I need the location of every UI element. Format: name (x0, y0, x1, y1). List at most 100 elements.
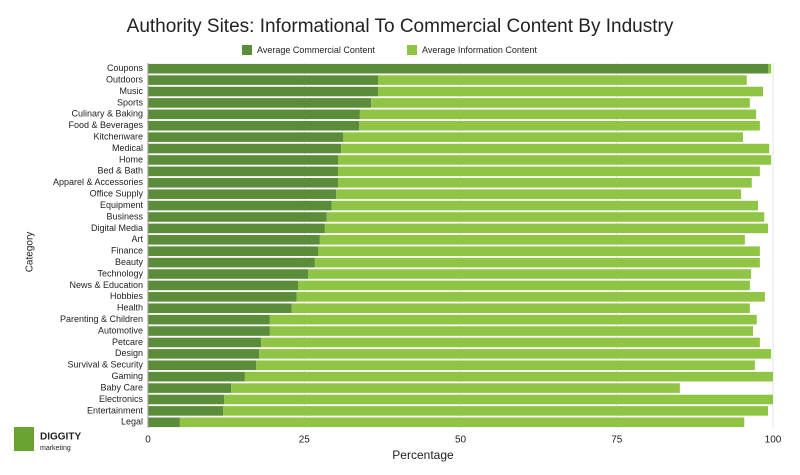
y-tick-label: Culinary & Baking (71, 109, 143, 119)
logo-name: DIGGITY (40, 432, 81, 443)
bar-segment (359, 109, 757, 120)
bar-segment (326, 212, 765, 222)
x-tick-label: 100 (765, 435, 782, 446)
bar-segment (148, 177, 338, 188)
bar-segment (148, 212, 327, 222)
x-tick-label: 50 (455, 435, 467, 446)
bar-segment (269, 314, 757, 325)
y-tick-label: Outdoors (106, 74, 144, 84)
legend-swatch (242, 45, 252, 55)
bar-segment (148, 406, 223, 416)
y-tick-label: Entertainment (87, 405, 144, 415)
y-tick-label: Baby Care (100, 382, 143, 392)
bar-segment (324, 223, 768, 234)
bar-segment (338, 177, 752, 188)
x-tick-label: 0 (145, 435, 151, 446)
y-tick-label: Coupons (107, 63, 144, 73)
bar-segment (378, 75, 747, 85)
y-tick-label: Sports (117, 97, 144, 107)
bar-segment (336, 189, 742, 199)
bar-segment (308, 269, 752, 279)
y-tick-label: Design (115, 348, 143, 358)
y-tick-label: Technology (97, 268, 143, 278)
bar-segment (148, 63, 768, 74)
y-tick-label: Petcare (112, 337, 143, 347)
bar-segment (148, 269, 308, 279)
x-axis-label: Percentage (392, 448, 454, 462)
bar-segment (148, 246, 318, 256)
bar-segment (148, 349, 260, 359)
bar-segment (331, 200, 758, 211)
y-tick-label: Finance (111, 246, 143, 256)
bar-segment (148, 257, 315, 268)
legend-swatch (407, 45, 417, 55)
x-tick-label: 25 (299, 435, 311, 446)
bar-segment (148, 223, 325, 234)
chart-title: Authority Sites: Informational To Commer… (127, 16, 674, 37)
bar-segment (148, 383, 232, 393)
y-tick-label: Medical (112, 143, 143, 153)
y-tick-label: Legal (121, 417, 143, 427)
y-tick-label: Bed & Bath (97, 166, 143, 176)
x-tick-label: 75 (611, 435, 623, 446)
bar-segment (378, 86, 763, 97)
bar-segment (148, 326, 270, 336)
bar-segment (148, 166, 338, 177)
bar-segment (148, 280, 298, 291)
y-tick-label: Art (131, 234, 143, 244)
y-tick-label: Home (119, 154, 143, 164)
y-tick-label: Kitchenware (93, 132, 143, 142)
bar-segment (338, 155, 772, 165)
bar-segment (231, 383, 680, 393)
bar-segment (343, 132, 743, 142)
bar-segment (298, 280, 750, 291)
y-tick-label: Digital Media (91, 223, 143, 233)
y-tick-label: Automotive (98, 325, 143, 335)
bar-segment (244, 371, 773, 382)
bar-segment (148, 314, 270, 325)
bar-segment (371, 98, 750, 108)
bar-segment (148, 109, 360, 120)
bar-segment (148, 75, 378, 85)
bar-segment (291, 303, 750, 314)
y-tick-label: Electronics (99, 394, 144, 404)
bar-segment (148, 303, 292, 314)
y-tick-label: Health (117, 303, 143, 313)
legend-label: Average Information Content (422, 45, 537, 55)
bar-segment (148, 143, 342, 154)
bar-segment (148, 98, 372, 108)
y-tick-label: Equipment (100, 200, 144, 210)
y-tick-label: News & Education (69, 280, 143, 290)
y-tick-label: Office Supply (90, 189, 144, 199)
bar-segment (314, 257, 760, 268)
y-tick-label: Gaming (111, 371, 143, 381)
bar-segment (148, 155, 338, 165)
bar-segment (148, 189, 337, 199)
y-tick-label: Survival & Security (67, 360, 143, 370)
bar-segment (296, 292, 765, 302)
y-tick-label: Hobbies (110, 291, 144, 301)
bar-segment (259, 349, 772, 359)
bar-segment (179, 417, 745, 428)
bar-segment (148, 132, 343, 142)
bar-segment (148, 371, 245, 382)
bar-segment (148, 337, 262, 348)
y-tick-label: Beauty (115, 257, 144, 267)
y-tick-label: Music (119, 86, 143, 96)
bar-segment (148, 394, 225, 405)
bar-segment (338, 166, 760, 177)
bar-segment (256, 360, 755, 371)
bar-segment (224, 394, 773, 405)
bar-segment (148, 86, 378, 97)
bar-segment (319, 235, 745, 245)
bar-segment (318, 246, 760, 256)
y-tick-label: Parenting & Children (60, 314, 143, 324)
logo-icon (14, 427, 34, 451)
bar-segment (269, 326, 753, 336)
logo-tagline: marketing (40, 445, 71, 452)
bar-segment (148, 292, 297, 302)
bar-segment (148, 200, 332, 211)
bar-segment (341, 143, 770, 154)
bar-segment (261, 337, 760, 348)
bar-segment (148, 235, 320, 245)
